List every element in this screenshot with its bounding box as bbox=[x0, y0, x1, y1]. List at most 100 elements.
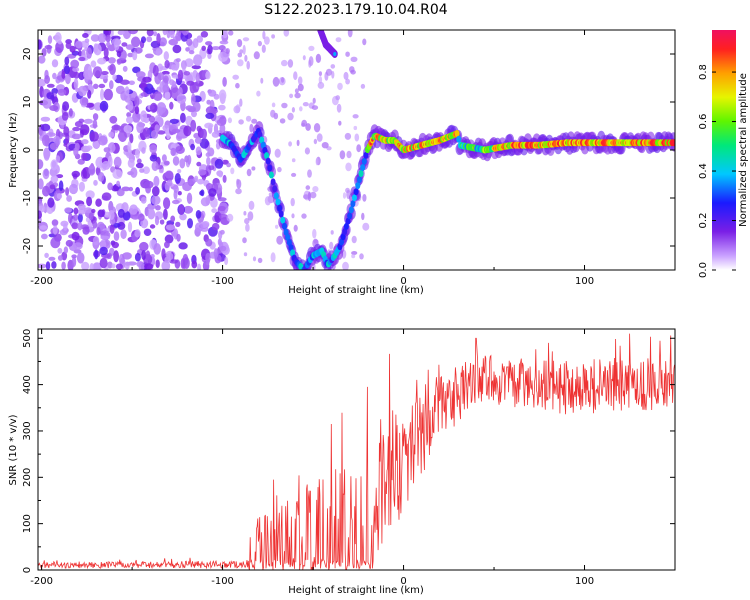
top-x-tick-label: -100 bbox=[211, 276, 234, 287]
noise-blob bbox=[58, 180, 64, 191]
noise-blob bbox=[214, 158, 224, 169]
noise-blob bbox=[128, 186, 134, 192]
noise-blob bbox=[288, 141, 292, 147]
noise-blob bbox=[165, 224, 176, 231]
noise-blob bbox=[180, 258, 186, 269]
noise-blob bbox=[304, 147, 310, 155]
noise-blob bbox=[74, 142, 80, 151]
noise-blob bbox=[69, 45, 76, 53]
noise-blob bbox=[181, 30, 189, 36]
noise-blob bbox=[119, 79, 130, 85]
top-y-tick-label: -20 bbox=[22, 238, 33, 254]
noise-blob bbox=[164, 170, 174, 179]
bottom-x-tick-label: -100 bbox=[211, 576, 234, 587]
ridge-mark bbox=[456, 135, 462, 143]
noise-blob bbox=[230, 167, 235, 175]
noise-blob bbox=[152, 186, 160, 197]
ridge-mark bbox=[268, 171, 274, 179]
noise-blob bbox=[132, 51, 138, 61]
noise-blob bbox=[61, 112, 69, 121]
colorbar-tick-label: 0.2 bbox=[698, 213, 709, 229]
noise-blob bbox=[257, 257, 263, 264]
noise-blob bbox=[42, 168, 50, 180]
ridge-mark bbox=[270, 178, 276, 186]
noise-blob bbox=[161, 248, 166, 260]
noise-blob bbox=[360, 83, 366, 89]
noise-blob bbox=[42, 185, 50, 197]
noise-blob bbox=[97, 33, 107, 43]
noise-blob bbox=[312, 97, 316, 104]
noise-blob bbox=[101, 160, 111, 170]
noise-blob bbox=[177, 191, 182, 196]
noise-blob bbox=[154, 215, 160, 226]
noise-blob bbox=[242, 237, 247, 244]
noise-blob bbox=[81, 261, 90, 270]
ridge-mark bbox=[355, 182, 361, 190]
noise-blob bbox=[81, 152, 87, 161]
noise-blob bbox=[345, 78, 350, 85]
noise-blob bbox=[317, 81, 325, 89]
noise-blob bbox=[103, 88, 114, 101]
ridge-mark bbox=[454, 130, 460, 137]
noise-blob bbox=[88, 212, 94, 221]
noise-blob bbox=[38, 210, 42, 219]
noise-blob bbox=[218, 89, 227, 102]
noise-blob bbox=[200, 31, 209, 38]
noise-blob bbox=[351, 254, 356, 259]
colorbar-tick-label: 0.0 bbox=[698, 262, 709, 278]
noise-blob bbox=[159, 219, 165, 225]
noise-blob bbox=[50, 159, 58, 171]
noise-blob bbox=[177, 69, 184, 82]
noise-blob bbox=[149, 144, 157, 154]
noise-blob bbox=[345, 162, 352, 172]
noise-blob bbox=[63, 65, 70, 75]
noise-blob bbox=[315, 157, 319, 166]
noise-blob bbox=[126, 112, 132, 118]
noise-blob bbox=[356, 144, 362, 153]
noise-blob bbox=[112, 169, 123, 180]
noise-blob bbox=[139, 83, 148, 88]
noise-blob bbox=[73, 207, 79, 215]
ridge-mark bbox=[360, 164, 366, 171]
noise-blob bbox=[121, 42, 128, 47]
noise-blob bbox=[77, 212, 83, 223]
noise-blob bbox=[224, 256, 229, 266]
noise-blob bbox=[65, 73, 71, 85]
noise-blob bbox=[50, 237, 61, 249]
noise-blob bbox=[47, 197, 55, 208]
noise-blob bbox=[153, 91, 163, 101]
noise-blob bbox=[226, 162, 232, 168]
noise-blob bbox=[190, 93, 196, 106]
noise-blob bbox=[362, 38, 367, 46]
bottom-y-tick-label: 500 bbox=[22, 329, 33, 348]
noise-blob bbox=[344, 132, 352, 140]
noise-blob bbox=[65, 239, 73, 247]
colorbar-tick-label: 0.4 bbox=[698, 163, 709, 179]
noise-blob bbox=[170, 147, 176, 157]
noise-blob bbox=[197, 263, 202, 270]
noise-blob bbox=[205, 238, 213, 247]
noise-blob bbox=[73, 249, 82, 254]
noise-blob bbox=[214, 211, 222, 223]
noise-blob bbox=[51, 261, 57, 269]
noise-blob bbox=[205, 152, 211, 157]
noise-blob bbox=[249, 123, 254, 133]
ridge-core bbox=[672, 141, 675, 145]
bottom-x-tick-label: -200 bbox=[30, 576, 53, 587]
noise-blob bbox=[61, 261, 66, 270]
noise-blob bbox=[205, 71, 211, 80]
noise-blob bbox=[316, 133, 323, 142]
ridge-mark bbox=[257, 131, 263, 139]
noise-blob bbox=[38, 159, 44, 170]
noise-blob bbox=[312, 228, 317, 239]
noise-blob bbox=[325, 68, 333, 76]
noise-blob bbox=[175, 145, 185, 154]
noise-blob bbox=[127, 100, 134, 112]
noise-blob bbox=[64, 207, 72, 213]
noise-blob bbox=[206, 156, 211, 166]
noise-blob bbox=[122, 65, 128, 72]
noise-blob bbox=[216, 118, 227, 126]
noise-blob bbox=[52, 225, 58, 235]
noise-blob bbox=[205, 41, 213, 46]
noise-blob bbox=[72, 126, 81, 132]
